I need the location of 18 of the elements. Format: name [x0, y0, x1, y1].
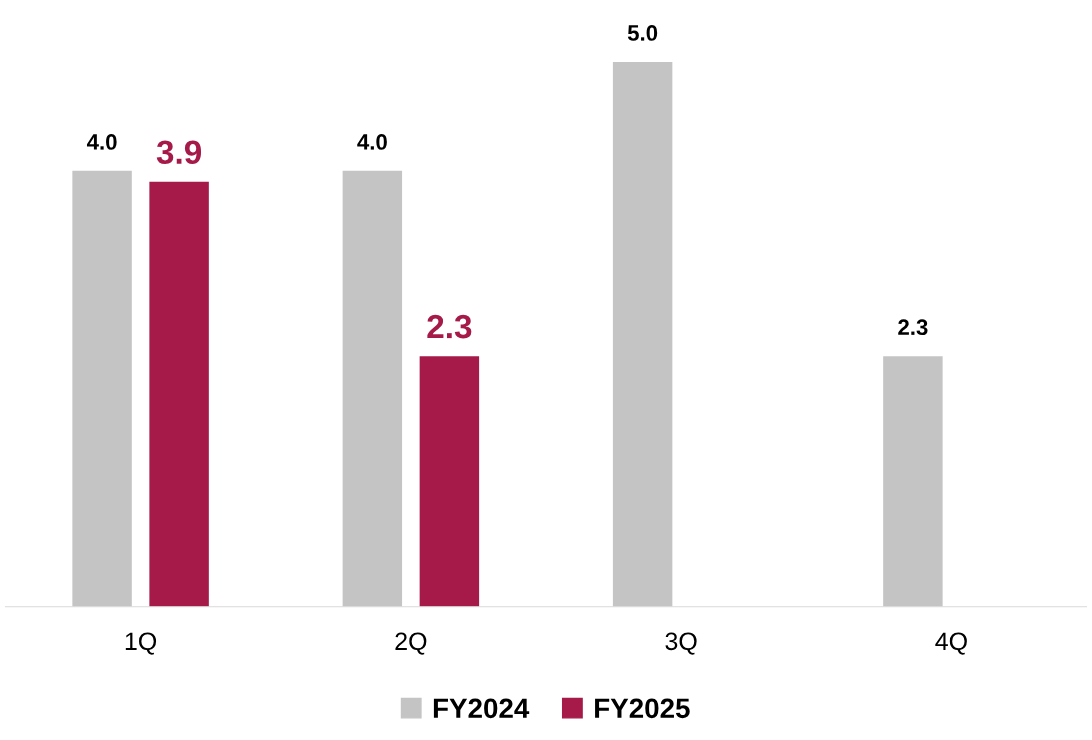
data-label: 2.3 [898, 319, 928, 336]
bar [612, 61, 673, 607]
legend-label: FY2024 [433, 698, 530, 719]
x-tick-label: 2Q [395, 632, 427, 655]
bar [72, 170, 132, 607]
bar [342, 170, 403, 607]
data-label: 3.9 [156, 140, 202, 165]
data-label: 2.3 [427, 314, 472, 339]
bar [419, 356, 480, 607]
data-label: 5.0 [627, 25, 658, 41]
x-tick-label: 1Q [125, 632, 157, 655]
bar [883, 356, 943, 607]
legend-label: FY2025 [595, 698, 690, 719]
x-tick-label: 4Q [935, 632, 967, 655]
bar [149, 181, 209, 607]
data-label: 4.0 [86, 134, 117, 150]
x-tick-label: 3Q [665, 632, 697, 655]
data-label: 4.0 [357, 134, 387, 150]
